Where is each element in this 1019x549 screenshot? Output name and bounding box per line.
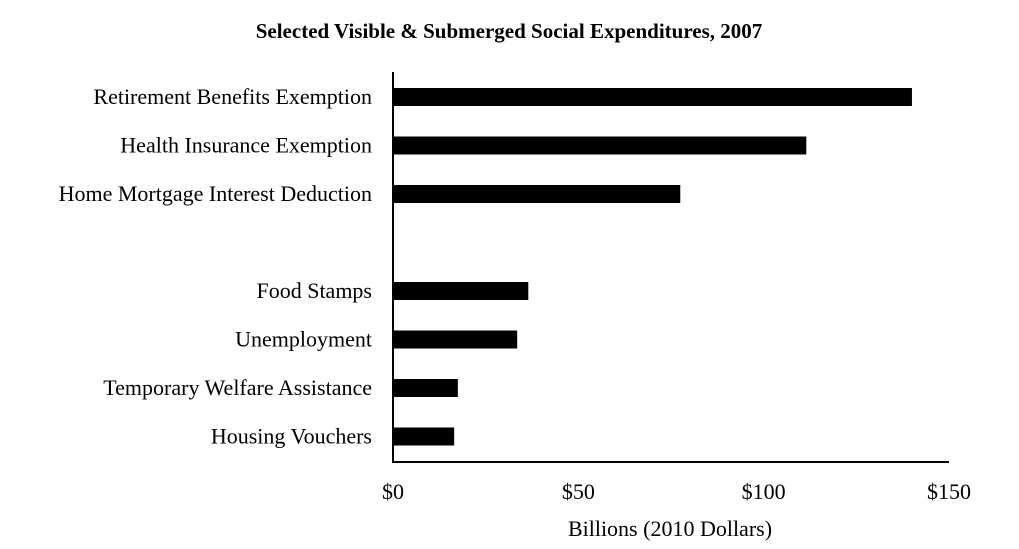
category-labels: Retirement Benefits Exemption Health Insu… [59,84,372,449]
category-label-7: Housing Vouchers [211,424,372,449]
bar-1 [393,136,807,155]
bar-group [393,88,912,446]
category-label-0: Retirement Benefits Exemption [93,84,372,109]
bar-6 [393,379,458,397]
bar-5 [393,330,518,349]
bar-2 [393,185,681,203]
chart-title: Selected Visible & Submerged Social Expe… [256,19,763,43]
bar-0 [393,88,912,106]
category-label-5: Unemployment [235,327,372,352]
x-tick-label-3: $150 [927,479,971,504]
category-label-2: Home Mortgage Interest Deduction [59,181,372,206]
category-label-4: Food Stamps [256,278,372,303]
x-tick-label-0: $0 [382,479,404,504]
x-tick-label-2: $100 [742,479,786,504]
bar-4 [393,282,529,300]
category-label-1: Health Insurance Exemption [120,133,372,158]
x-tick-label-1: $50 [562,479,595,504]
bar-7 [393,427,455,446]
category-label-6: Temporary Welfare Assistance [103,375,372,400]
x-axis-label: Billions (2010 Dollars) [568,516,772,541]
x-tick-labels: $0 $50 $100 $150 [382,479,971,504]
